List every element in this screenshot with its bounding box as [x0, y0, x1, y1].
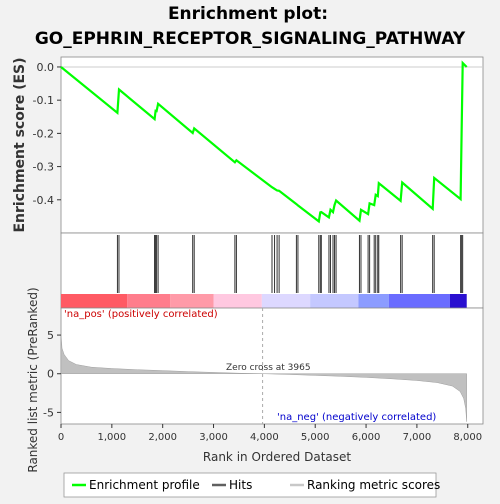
- legend-label-1: Hits: [229, 478, 252, 492]
- es-y-tick-label: -0.3: [33, 161, 54, 174]
- color-bar-segment: [170, 294, 214, 308]
- x-tick-label: 3,000: [199, 432, 228, 443]
- enrichment-profile-line: [60, 60, 468, 224]
- x-tick-label: 0: [58, 432, 64, 443]
- x-tick-label: 4,000: [250, 432, 279, 443]
- neg-correlation-label: 'na_neg' (negatively correlated): [277, 412, 436, 423]
- es-y-tick-label: -0.2: [33, 127, 54, 140]
- ranking-color-bar: [61, 294, 467, 308]
- color-bar-segment: [388, 294, 450, 308]
- x-axis-label: Rank in Ordered Dataset: [203, 450, 351, 464]
- x-tick-label: 8,000: [453, 432, 482, 443]
- metric-y-tick-label: 0: [47, 368, 54, 381]
- es-y-tick-label: -0.4: [33, 194, 54, 207]
- es-axis-label: Enrichment score (ES): [12, 57, 28, 232]
- pos-correlation-label: 'na_pos' (positively correlated): [64, 309, 218, 320]
- x-tick-label: 1,000: [98, 432, 127, 443]
- chart-title-line2: GO_EPHRIN_RECEPTOR_SIGNALING_PATHWAY: [35, 29, 466, 49]
- x-tick-label: 2,000: [148, 432, 177, 443]
- metric-axis-label: Ranked list metric (PreRanked): [26, 287, 40, 472]
- legend-label-2: Ranking metric scores: [307, 478, 440, 492]
- metric-y-tick-label: -5: [43, 406, 54, 419]
- x-tick-label: 6,000: [352, 432, 381, 443]
- legend-label-0: Enrichment profile: [89, 478, 200, 492]
- x-tick-label: 5,000: [301, 432, 330, 443]
- metric-panel-frame: [60, 307, 484, 425]
- metric-y-tick-label: 5: [47, 329, 54, 342]
- es-panel-frame: [60, 56, 484, 234]
- color-bar-segment: [213, 294, 262, 308]
- x-ticks: 0 1,000 2,000 3,000 4,000 5,000 6,000 7,000 8,00…: [58, 424, 482, 443]
- x-tick-label: 7,000: [403, 432, 432, 443]
- color-bar-segment: [449, 294, 467, 308]
- color-bar-segment: [261, 294, 311, 308]
- hits-marks: [116, 235, 464, 293]
- es-y-tick-label: 0.0: [37, 61, 55, 74]
- legend-box: [63, 472, 437, 498]
- color-bar-segment: [310, 294, 359, 308]
- es-y-tick-label: -0.1: [33, 94, 54, 107]
- color-bar-segment: [127, 294, 171, 308]
- ranking-metric-area: [60, 333, 467, 422]
- chart-title-line1: Enrichment plot:: [168, 4, 328, 24]
- color-bar-segment: [358, 294, 389, 308]
- color-bar-segment: [61, 294, 128, 308]
- legend: Enrichment profile Hits Ranking metric sco…: [72, 478, 440, 492]
- metric-y-ticks: 5 0 -5: [43, 329, 61, 419]
- zero-cross-label: Zero cross at 3965: [226, 363, 311, 373]
- es-y-ticks: 0.0 -0.1 -0.2 -0.3 -0.4: [33, 61, 61, 207]
